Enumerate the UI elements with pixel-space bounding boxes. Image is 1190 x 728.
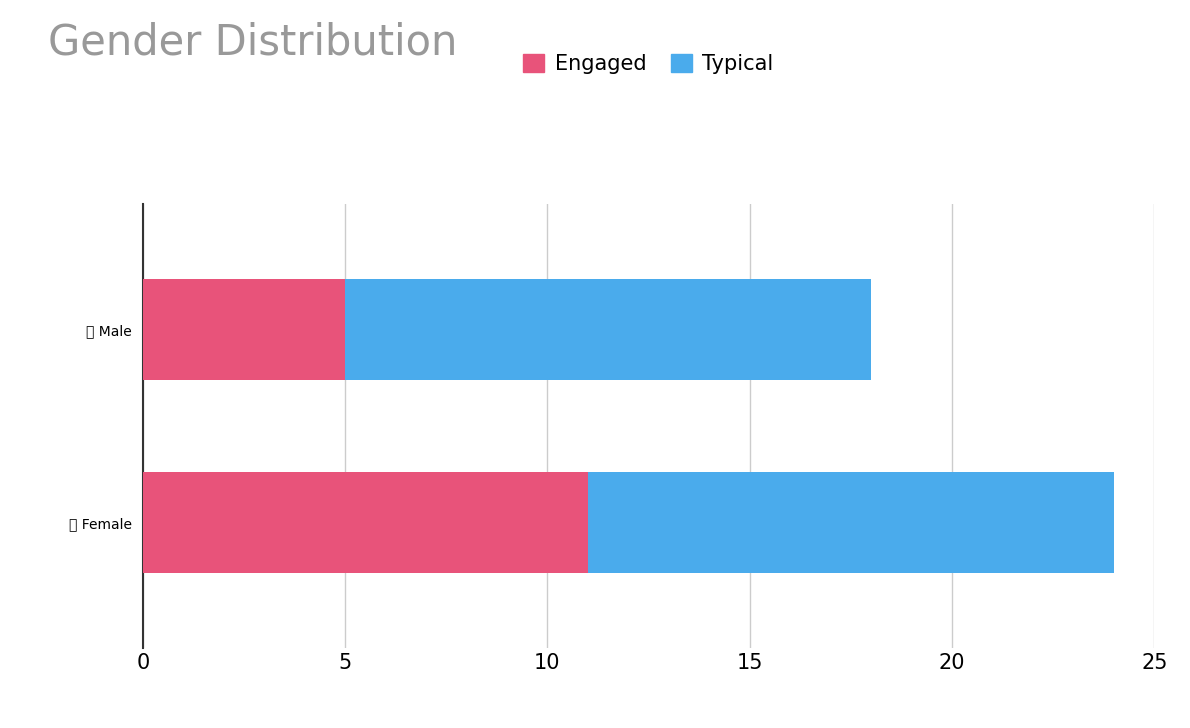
Text: Gender Distribution: Gender Distribution [48,22,457,64]
Bar [143,279,345,379]
Bar [143,472,588,573]
Bar [588,472,1114,573]
Bar [345,279,871,379]
Legend: Engaged, Typical: Engaged, Typical [515,46,782,83]
